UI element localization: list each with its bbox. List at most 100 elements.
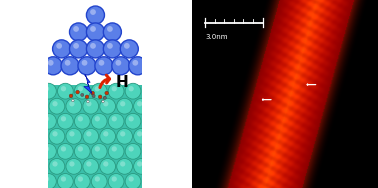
Circle shape	[73, 26, 79, 32]
Circle shape	[117, 128, 132, 144]
Circle shape	[72, 99, 74, 102]
Circle shape	[70, 23, 88, 41]
Circle shape	[57, 143, 73, 159]
Circle shape	[44, 86, 49, 91]
Circle shape	[49, 158, 65, 174]
Circle shape	[61, 116, 66, 121]
Circle shape	[49, 128, 65, 144]
Circle shape	[78, 86, 83, 91]
Circle shape	[44, 57, 62, 75]
Circle shape	[85, 95, 89, 99]
Circle shape	[112, 146, 117, 152]
Circle shape	[100, 128, 116, 144]
Circle shape	[124, 43, 130, 49]
Circle shape	[91, 174, 107, 188]
Polygon shape	[84, 75, 92, 94]
Circle shape	[82, 60, 87, 66]
Circle shape	[103, 161, 108, 167]
Circle shape	[116, 60, 121, 66]
Circle shape	[48, 60, 54, 66]
Circle shape	[108, 83, 124, 99]
Circle shape	[66, 158, 82, 174]
Circle shape	[69, 131, 74, 136]
Circle shape	[90, 26, 96, 32]
Circle shape	[103, 96, 107, 99]
Circle shape	[92, 94, 95, 97]
Circle shape	[61, 176, 66, 182]
Circle shape	[120, 40, 138, 58]
Circle shape	[83, 158, 99, 174]
Circle shape	[40, 174, 56, 188]
Circle shape	[102, 100, 104, 103]
Text: 3.0nm: 3.0nm	[205, 34, 228, 40]
Circle shape	[100, 98, 116, 114]
Circle shape	[90, 43, 96, 49]
Circle shape	[74, 174, 90, 188]
Circle shape	[73, 43, 79, 49]
Circle shape	[95, 116, 100, 121]
Circle shape	[137, 101, 142, 106]
Circle shape	[129, 146, 134, 152]
Circle shape	[125, 174, 141, 188]
Circle shape	[107, 26, 113, 32]
Circle shape	[112, 86, 117, 91]
Circle shape	[74, 113, 90, 129]
Circle shape	[56, 43, 62, 49]
Circle shape	[86, 161, 91, 167]
Circle shape	[91, 143, 107, 159]
Circle shape	[66, 98, 82, 114]
Circle shape	[95, 176, 100, 182]
Circle shape	[132, 60, 138, 66]
Text: H: H	[115, 75, 128, 90]
Circle shape	[61, 146, 66, 152]
Circle shape	[133, 158, 149, 174]
Circle shape	[44, 176, 49, 182]
Circle shape	[103, 23, 121, 41]
Circle shape	[98, 95, 102, 99]
Circle shape	[107, 43, 113, 49]
Circle shape	[125, 113, 141, 129]
Circle shape	[117, 158, 132, 174]
Circle shape	[120, 131, 125, 136]
Circle shape	[137, 161, 142, 167]
Circle shape	[53, 161, 58, 167]
Circle shape	[95, 57, 113, 75]
Circle shape	[53, 131, 58, 136]
Circle shape	[69, 101, 74, 106]
Circle shape	[125, 143, 141, 159]
Circle shape	[133, 98, 149, 114]
Circle shape	[133, 128, 149, 144]
Circle shape	[69, 161, 74, 167]
Circle shape	[53, 40, 71, 58]
Circle shape	[76, 90, 79, 94]
Circle shape	[69, 94, 73, 98]
Circle shape	[87, 40, 104, 58]
Circle shape	[74, 83, 90, 99]
Circle shape	[78, 57, 96, 75]
Circle shape	[117, 98, 132, 114]
Circle shape	[99, 60, 104, 66]
Circle shape	[112, 176, 117, 182]
Circle shape	[65, 60, 71, 66]
Circle shape	[78, 116, 83, 121]
Circle shape	[129, 57, 147, 75]
Circle shape	[108, 174, 124, 188]
Circle shape	[78, 176, 83, 182]
Circle shape	[61, 86, 66, 91]
Circle shape	[83, 128, 99, 144]
Circle shape	[86, 101, 91, 106]
Circle shape	[57, 83, 73, 99]
Circle shape	[78, 146, 83, 152]
Circle shape	[103, 40, 121, 58]
Circle shape	[90, 9, 96, 15]
Circle shape	[103, 101, 108, 106]
Circle shape	[103, 131, 108, 136]
Circle shape	[86, 131, 91, 136]
Circle shape	[61, 57, 79, 75]
Circle shape	[74, 143, 90, 159]
Circle shape	[44, 116, 49, 121]
Circle shape	[120, 161, 125, 167]
Circle shape	[112, 57, 130, 75]
Circle shape	[70, 40, 88, 58]
Circle shape	[87, 23, 104, 41]
